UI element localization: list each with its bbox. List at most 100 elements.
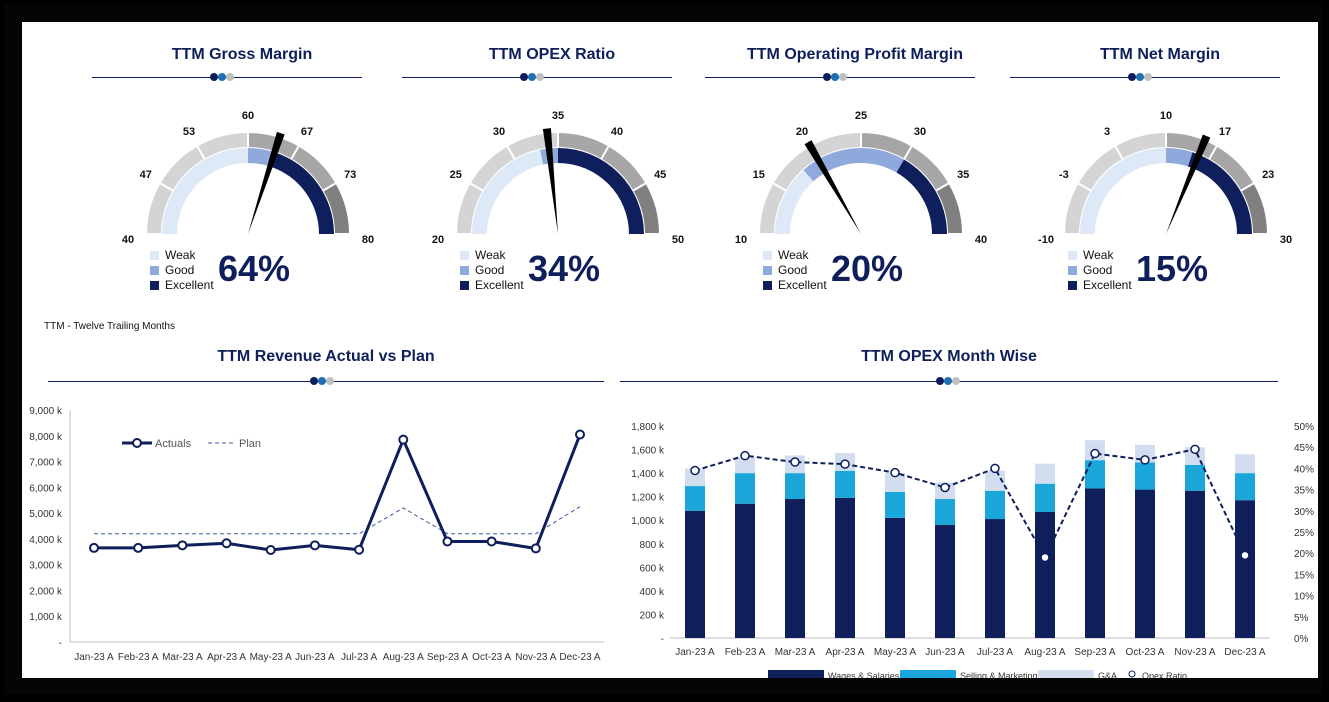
- x-tick-label: Jun-23 A: [925, 647, 965, 658]
- actuals-point: [530, 543, 541, 554]
- actuals-point: [486, 536, 497, 547]
- legend-item-good: Good: [763, 263, 827, 278]
- gauge-tick-label: 50: [671, 234, 685, 246]
- gauge-zone-excellent: [1187, 152, 1252, 234]
- gauge-tick-label: 10: [734, 234, 748, 246]
- opex-ratio-point: [790, 457, 800, 467]
- gauge-tick-label: 73: [344, 169, 357, 181]
- opex-bar-segment: [985, 470, 1005, 491]
- x-tick-label: Aug-23 A: [383, 652, 424, 663]
- y-tick-label: 800 k: [640, 540, 665, 551]
- opex-ratio-point: [740, 450, 750, 461]
- gauge-tick-label: 30: [492, 125, 506, 138]
- x-tick-label: Feb-23 A: [725, 647, 766, 658]
- opex-bar-segment: [1035, 511, 1055, 638]
- legend-label-ga: G&A: [1098, 671, 1117, 678]
- gauge-tick-label: 20: [795, 125, 809, 138]
- legend-swatch: [460, 266, 469, 275]
- divider-dots: [823, 72, 853, 82]
- x-tick-label: Jul-23 A: [977, 647, 1013, 658]
- gauge-tick-label: 25: [449, 169, 462, 181]
- legend-label: Excellent: [475, 278, 524, 292]
- opex-bar-segment: [835, 497, 855, 638]
- opex-ratio-point: [1090, 448, 1100, 459]
- gauge-needle: [542, 128, 558, 234]
- legend-label: Good: [778, 263, 808, 277]
- opex-bar-segment: [685, 468, 705, 487]
- divider-dot: [952, 377, 960, 385]
- y-tick-label: 7,000 k: [29, 458, 63, 469]
- x-tick-label: Jan-23 A: [675, 647, 715, 658]
- legend-swatch: [150, 281, 159, 290]
- opex-bar-segment: [935, 499, 955, 525]
- opex-bar-segment: [1085, 488, 1105, 638]
- x-tick-label: Aug-23 A: [1024, 647, 1065, 658]
- divider-dot: [318, 377, 326, 385]
- gauge-zone-weak: [775, 170, 814, 234]
- gauge-divider: [402, 72, 672, 84]
- y2-tick-label: 45%: [1294, 443, 1314, 454]
- y2-tick-label: 10%: [1294, 592, 1314, 603]
- x-tick-label: Dec-23 A: [1224, 647, 1265, 658]
- actuals-point: [89, 542, 99, 553]
- y-tick-label: 1,800 k: [631, 422, 665, 433]
- gauge-zone-weak: [1080, 148, 1166, 234]
- y-tick-label: 1,600 k: [631, 446, 665, 457]
- y-tick-label: 2,000 k: [29, 586, 63, 597]
- gauge-dial: [144, 130, 352, 235]
- legend-label: Excellent: [165, 278, 214, 292]
- gauge-tick-label: 20: [431, 234, 445, 246]
- y-tick-label: 6,000 k: [29, 483, 63, 494]
- x-tick-label: Oct-23 A: [472, 652, 511, 663]
- actuals-point: [575, 429, 585, 440]
- y-tick-label: 400 k: [640, 587, 665, 598]
- legend-label-wages: Wages & Salaries: [828, 671, 900, 678]
- y-tick-label: 1,200 k: [631, 493, 665, 504]
- y-tick-label: 1,000 k: [631, 516, 665, 527]
- gauge-legend: Weak Good Excellent: [763, 248, 827, 293]
- y2-tick-label: 5%: [1294, 613, 1309, 624]
- divider-dots: [210, 72, 240, 82]
- divider-dot: [1136, 73, 1144, 81]
- gauge-legend: Weak Good Excellent: [460, 248, 524, 293]
- y-tick-label: 1,400 k: [631, 469, 665, 480]
- gauge-legend: Weak Good Excellent: [1068, 248, 1132, 293]
- legend-label: Excellent: [1083, 278, 1132, 292]
- gauge-needle: [248, 131, 285, 234]
- gauge-tick-label: 35: [957, 169, 970, 181]
- opex-bar-segment: [685, 486, 705, 511]
- opex-bar-segment: [1035, 463, 1055, 484]
- opex-ratio-point: [690, 465, 700, 476]
- opex-bar-segment: [735, 503, 755, 638]
- y2-tick-label: 0%: [1294, 634, 1309, 645]
- x-tick-label: Mar-23 A: [162, 652, 203, 663]
- divider-dots: [520, 72, 550, 82]
- gauge-tick-label: 40: [121, 234, 135, 246]
- opex-bar-segment: [1135, 462, 1155, 490]
- legend-swatch: [1068, 266, 1077, 275]
- legend-label: Weak: [778, 248, 809, 262]
- opex-bar-segment: [935, 524, 955, 638]
- divider-dot: [839, 73, 847, 81]
- legend-label: Excellent: [778, 278, 827, 292]
- opex-ratio-point: [890, 467, 900, 478]
- legend-item-excellent: Excellent: [460, 278, 524, 293]
- legend-label: Good: [1083, 263, 1113, 277]
- divider-dot: [226, 73, 234, 81]
- divider-dot: [520, 73, 528, 81]
- legend-item-weak: Weak: [763, 248, 827, 263]
- revenue-chart-title: TTM Revenue Actual vs Plan: [217, 348, 435, 365]
- legend-item-good: Good: [460, 263, 524, 278]
- actuals-point: [265, 544, 276, 555]
- gauge-zone-good: [248, 148, 275, 167]
- opex-bar-segment: [1185, 464, 1205, 491]
- divider-dots: [1128, 72, 1158, 82]
- legend-swatch: [1068, 251, 1077, 260]
- opex-bar-segment: [685, 510, 705, 638]
- actuals-line: [94, 433, 582, 552]
- x-tick-label: Feb-23 A: [118, 652, 159, 663]
- legend-item-excellent: Excellent: [763, 278, 827, 293]
- x-tick-label: Jan-23 A: [74, 652, 114, 663]
- gauge-tick-label: 60: [241, 110, 255, 122]
- gauge-value: 20%: [831, 248, 904, 289]
